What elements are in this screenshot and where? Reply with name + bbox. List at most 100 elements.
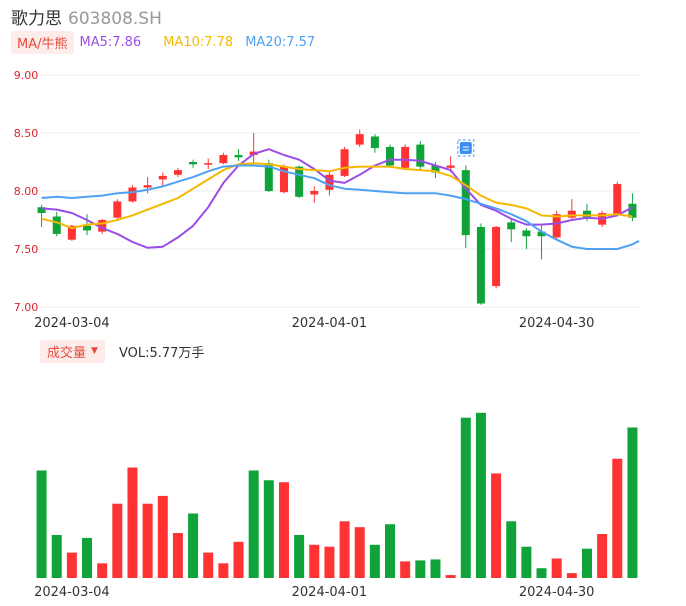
candle-body: [83, 225, 92, 231]
candle-body: [461, 170, 470, 236]
candle-body: [113, 201, 122, 218]
volume-bar: [188, 513, 199, 578]
volume-bar: [66, 552, 77, 578]
candle-body: [325, 174, 334, 190]
ma10-line: [41, 162, 633, 230]
volume-bar: [82, 537, 93, 578]
candle-body: [204, 163, 213, 165]
volume-bar: [112, 503, 123, 578]
ma20-legend: MA20:7.57: [245, 34, 316, 50]
x-tick-label: 2024-04-01: [292, 316, 368, 331]
candle-body: [431, 165, 440, 173]
stock-name: 歌力思: [11, 9, 62, 29]
candle-body: [98, 220, 107, 232]
volume-bar: [415, 560, 426, 578]
candle-body: [158, 175, 167, 180]
news-badge-icon: [457, 139, 475, 157]
volume-chart[interactable]: 2024-03-04 2024-04-01 2024-04-30: [0, 366, 686, 606]
volume-bar: [566, 573, 577, 578]
y-tick-label: 7.00: [14, 301, 39, 314]
volume-bar: [354, 527, 365, 578]
volume-bar: [521, 546, 532, 578]
candle-body: [492, 226, 501, 287]
stock-code: 603808.SH: [68, 9, 162, 29]
volume-bar: [445, 575, 456, 578]
ma5-line: [41, 148, 633, 249]
volume-bar: [324, 546, 335, 578]
volume-bar: [218, 563, 229, 578]
volume-bar: [294, 534, 305, 578]
candle-body: [537, 231, 546, 237]
volume-bar: [248, 470, 259, 578]
volume-bar: [97, 563, 108, 578]
volume-bar: [157, 495, 168, 578]
stock-title: 歌力思 603808.SH: [11, 4, 162, 29]
volume-bar: [612, 458, 623, 578]
y-tick-label: 8.00: [14, 185, 39, 198]
volume-bar: [475, 412, 486, 578]
candle-body: [386, 146, 395, 166]
candle-body: [613, 184, 622, 216]
volume-bar: [278, 482, 289, 578]
price-chart[interactable]: 9.00 8.50 8.00 7.50 7.00 2024-03-04 2024-04-01…: [0, 0, 686, 340]
ma20-line: [41, 164, 640, 250]
candle-body: [143, 185, 152, 188]
volume-legend: 成交量 ▼ VOL:5.77万手: [40, 339, 205, 363]
volume-bar: [263, 480, 274, 578]
volume-bar: [400, 561, 411, 578]
volume-bar: [339, 521, 350, 578]
volume-bar: [536, 568, 547, 578]
volume-indicator-tag[interactable]: 成交量 ▼: [40, 339, 105, 363]
volume-bar: [597, 534, 608, 578]
volume-bar: [506, 521, 517, 578]
ma5-legend: MA5:7.86: [79, 34, 142, 50]
candle-body: [189, 162, 198, 165]
candle-body: [219, 155, 228, 164]
volume-bar: [172, 533, 183, 578]
x-tick-label: 2024-04-30: [519, 585, 595, 600]
ma-legend: MA/牛熊 MA5:7.86 MA10:7.78 MA20:7.57: [11, 30, 316, 54]
candle-body: [552, 214, 561, 238]
volume-bar: [369, 544, 380, 578]
candle-body: [355, 134, 364, 145]
candle-body: [446, 165, 455, 168]
candle-body: [128, 187, 137, 202]
x-tick-label: 2024-03-04: [34, 585, 110, 600]
volume-bar: [127, 467, 138, 578]
ma-indicator-tag[interactable]: MA/牛熊: [11, 30, 74, 54]
volume-bar: [233, 541, 244, 578]
candle-body: [340, 149, 349, 176]
x-tick-label: 2024-03-04: [34, 316, 110, 331]
volume-bar: [491, 473, 502, 578]
y-tick-label: 7.50: [14, 243, 39, 256]
candle-body: [37, 207, 46, 214]
volume-bar: [385, 524, 396, 578]
volume-bar: [142, 503, 153, 578]
x-tick-label: 2024-04-30: [519, 316, 595, 331]
candle-body: [279, 166, 288, 193]
x-tick-label: 2024-04-01: [292, 585, 368, 600]
badge-frame: [457, 139, 475, 157]
volume-bar: [627, 427, 638, 578]
volume-value: VOL:5.77万手: [118, 345, 205, 361]
candle-body: [173, 170, 182, 175]
volume-bar: [51, 534, 62, 578]
candle-body: [264, 163, 273, 191]
candle-body: [370, 136, 379, 149]
candle-body: [416, 144, 425, 167]
candle-body: [476, 226, 485, 304]
y-tick-label: 8.50: [14, 127, 39, 140]
volume-bar: [581, 548, 592, 578]
volume-bar: [430, 559, 441, 578]
volume-bar: [36, 470, 47, 578]
caret-down-icon: ▼: [91, 346, 98, 356]
candle-body: [310, 191, 319, 195]
volume-bar: [203, 552, 214, 578]
candle-body: [52, 216, 61, 234]
volume-bar: [309, 544, 320, 578]
volume-tag-label: 成交量: [47, 345, 87, 361]
candle-body: [628, 203, 637, 218]
badge-fill: [459, 142, 472, 154]
volume-bar: [551, 558, 562, 578]
candle-body: [522, 230, 531, 237]
